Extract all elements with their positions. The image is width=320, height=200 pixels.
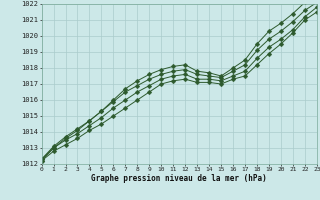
X-axis label: Graphe pression niveau de la mer (hPa): Graphe pression niveau de la mer (hPa) xyxy=(91,174,267,183)
